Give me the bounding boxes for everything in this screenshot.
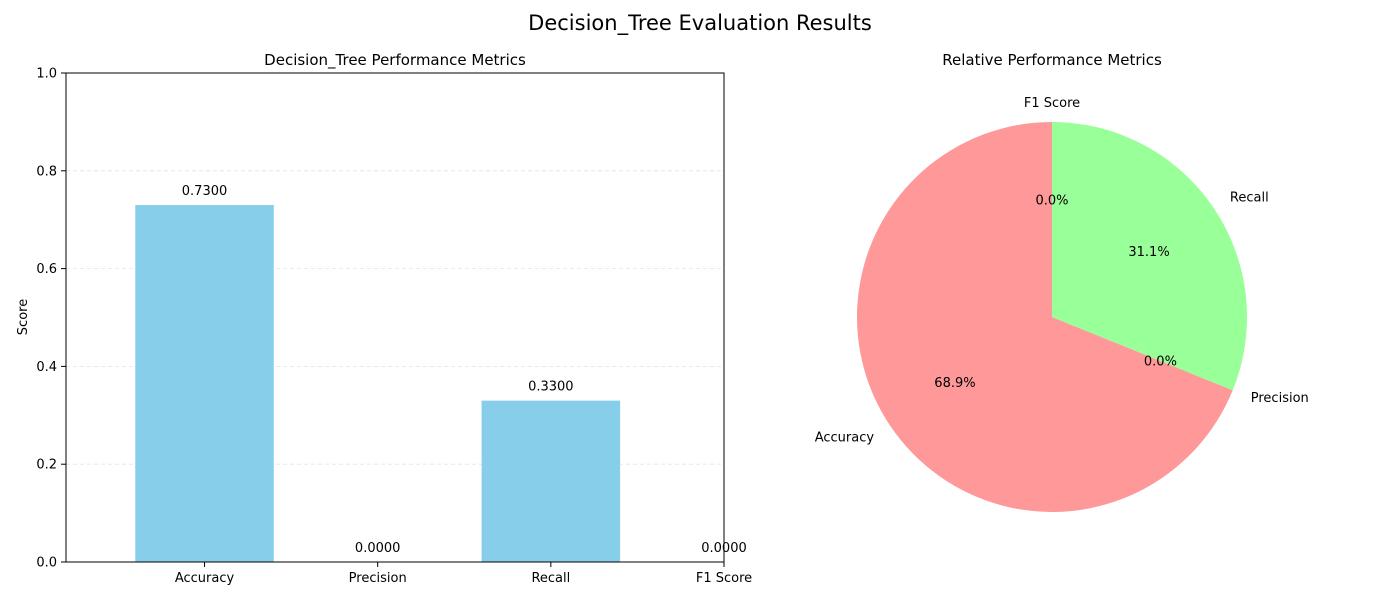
- y-tick-label: 0.2: [36, 458, 57, 473]
- bar-chart-y-axis-label: Score: [16, 299, 31, 335]
- bar-chart-bars: [135, 205, 621, 562]
- pie-slice-recall: [1052, 122, 1247, 391]
- pie-percent-label: 0.0%: [1035, 194, 1068, 209]
- pie-label-accuracy: Accuracy: [815, 430, 875, 445]
- bar-chart-y-ticks: 0.0 0.2 0.4 0.6 0.8 1.0: [36, 67, 66, 571]
- pie-label-f1-score: F1 Score: [1024, 96, 1080, 111]
- bar-value-label: 0.3300: [528, 380, 574, 395]
- pie-percent-label: 68.9%: [934, 376, 975, 391]
- bar-value-label: 0.7300: [182, 184, 228, 199]
- pie-slice-accuracy: [857, 122, 1233, 512]
- y-tick-label: 0.4: [36, 360, 57, 375]
- figure-suptitle: Decision_Tree Evaluation Results: [528, 11, 872, 36]
- y-tick-label: 0.8: [36, 164, 57, 179]
- y-tick-label: 0.0: [36, 556, 57, 571]
- bar-chart-plot-frame: [65, 72, 725, 563]
- bar-value-label: 0.0000: [355, 541, 401, 556]
- bar-recall: [481, 400, 621, 562]
- x-tick-label: Recall: [531, 571, 570, 586]
- y-tick-label: 1.0: [36, 67, 57, 82]
- pie-chart: Relative Performance Metrics Accuracy 68.…: [815, 51, 1309, 512]
- y-tick-label: 0.6: [36, 262, 57, 277]
- pie-percent-label: 31.1%: [1128, 245, 1169, 260]
- bar-accuracy: [135, 205, 274, 562]
- x-tick-label: Precision: [349, 571, 407, 586]
- pie-label-precision: Precision: [1251, 391, 1309, 406]
- x-tick-label: Accuracy: [175, 571, 235, 586]
- x-tick-label: F1 Score: [696, 571, 752, 586]
- bar-chart: Decision_Tree Performance Metrics Score …: [16, 51, 752, 586]
- pie-label-recall: Recall: [1230, 191, 1269, 206]
- pie-chart-slices: [857, 122, 1247, 512]
- pie-chart-labels: Accuracy 68.9% Precision 0.0% Recall 31.1% F1 …: [815, 96, 1309, 445]
- bar-chart-title: Decision_Tree Performance Metrics: [264, 51, 526, 70]
- bar-chart-x-ticks: Accuracy Precision Recall F1 Score: [175, 562, 752, 586]
- pie-chart-title: Relative Performance Metrics: [942, 51, 1162, 69]
- pie-percent-label: 0.0%: [1144, 354, 1177, 369]
